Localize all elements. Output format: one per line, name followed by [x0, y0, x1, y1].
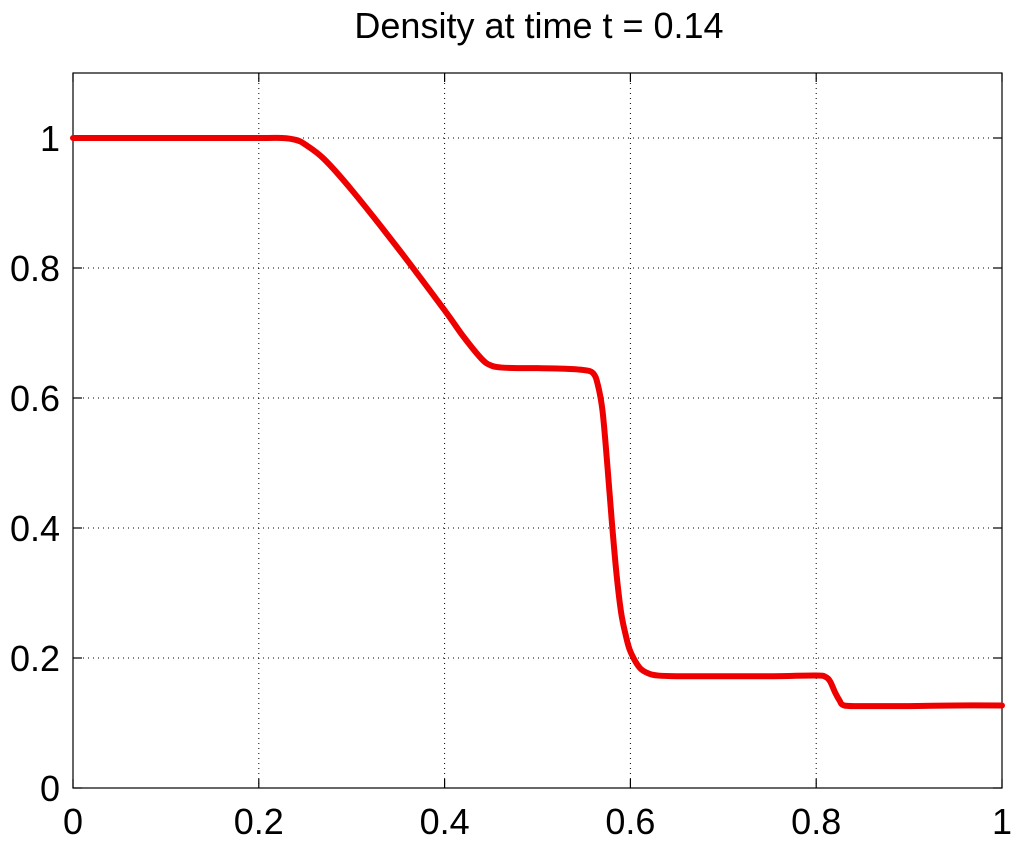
x-tick-label: 0.8 — [791, 801, 841, 842]
y-tick-label: 1 — [40, 118, 60, 159]
x-tick-label: 0.6 — [605, 801, 655, 842]
plot-area-frame — [72, 72, 1003, 789]
y-tick-label: 0.6 — [10, 378, 60, 419]
x-axis-tick-labels: 0 0.2 0.4 0.6 0.8 1 — [63, 801, 1012, 842]
data-series — [70, 134, 1005, 710]
x-tick-label: 0 — [63, 801, 83, 842]
y-tick-label: 0.8 — [10, 248, 60, 289]
x-tick-label: 0.2 — [234, 801, 284, 842]
x-tick-label: 0.4 — [420, 801, 470, 842]
y-tick-label: 0.2 — [10, 638, 60, 679]
y-tick-label: 0.4 — [10, 508, 60, 549]
x-tick-label: 1 — [992, 801, 1012, 842]
density-series-line — [70, 134, 1005, 710]
chart-title: Density at time t = 0.14 — [354, 5, 723, 46]
y-axis-tick-labels: 0 0.2 0.4 0.6 0.8 1 — [10, 118, 60, 809]
grid-lines — [73, 73, 1002, 788]
y-tick-label: 0 — [40, 768, 60, 809]
axis-ticks — [72, 73, 1003, 789]
